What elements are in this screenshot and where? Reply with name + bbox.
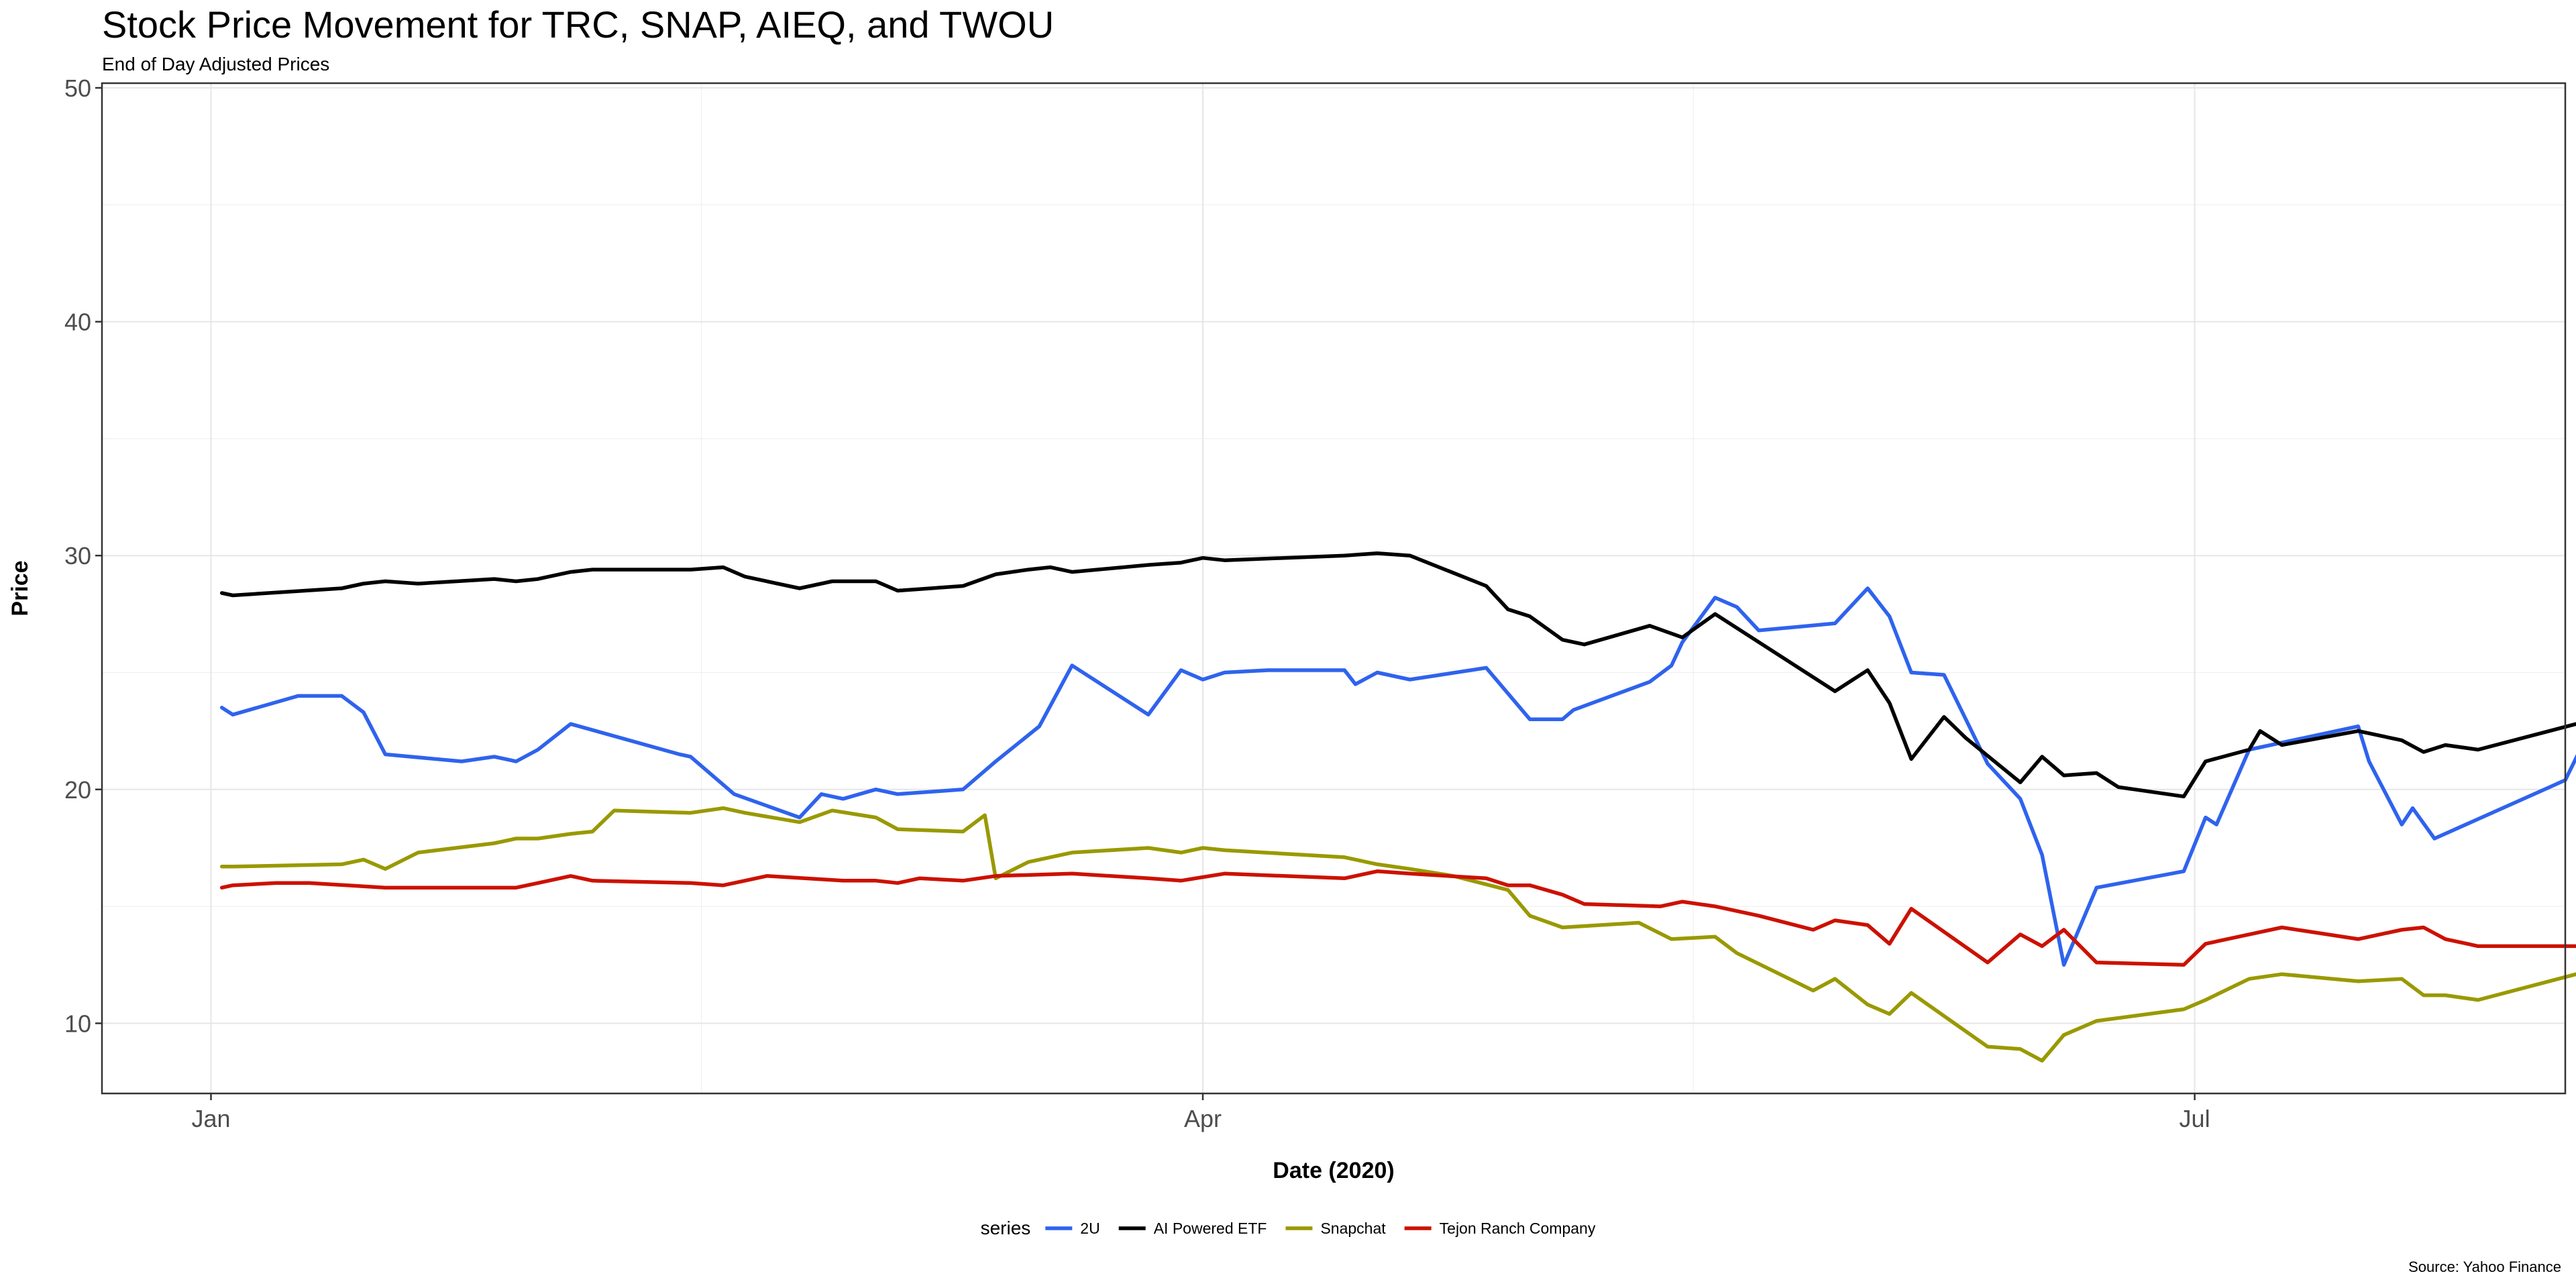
y-tick-label: 10 bbox=[64, 1010, 91, 1037]
chart-subtitle: End of Day Adjusted Prices bbox=[102, 54, 330, 74]
series-line-snapchat bbox=[219, 806, 2576, 1063]
y-axis-title: Price bbox=[7, 560, 33, 616]
series-line-tejon-ranch-company bbox=[219, 869, 2576, 967]
legend-label-tejon-ranch-company: Tejon Ranch Company bbox=[1440, 1220, 1596, 1237]
series-line-ai-powered-etf bbox=[219, 551, 2576, 799]
series-lines bbox=[219, 551, 2576, 1063]
legend-label-2u: 2U bbox=[1080, 1220, 1099, 1237]
axes: 10 20 30 40 50 Jan Apr Jul bbox=[64, 74, 2210, 1132]
series-line-2u bbox=[219, 586, 2576, 967]
y-tick-label: 20 bbox=[64, 776, 91, 804]
legend-label-ai-powered-etf: AI Powered ETF bbox=[1154, 1220, 1267, 1237]
x-tick-label: Apr bbox=[1184, 1105, 1222, 1132]
x-axis-title: Date (2020) bbox=[1273, 1158, 1394, 1183]
grid-lines bbox=[102, 83, 2565, 1093]
x-tick-label: Jul bbox=[2180, 1105, 2210, 1132]
y-tick-label: 30 bbox=[64, 542, 91, 570]
legend-title: series bbox=[981, 1218, 1031, 1238]
plot-panel-border bbox=[101, 82, 2567, 1095]
chart-caption: Source: Yahoo Finance bbox=[2408, 1258, 2561, 1275]
y-tick-label: 50 bbox=[64, 74, 91, 102]
y-tick-label: 40 bbox=[64, 309, 91, 336]
legend-label-snapchat: Snapchat bbox=[1320, 1220, 1386, 1237]
chart-title: Stock Price Movement for TRC, SNAP, AIEQ… bbox=[102, 3, 1055, 46]
legend: series 2U AI Powered ETF Snapchat Tejon Ranc… bbox=[981, 1218, 1596, 1238]
x-tick-label: Jan bbox=[191, 1105, 230, 1132]
